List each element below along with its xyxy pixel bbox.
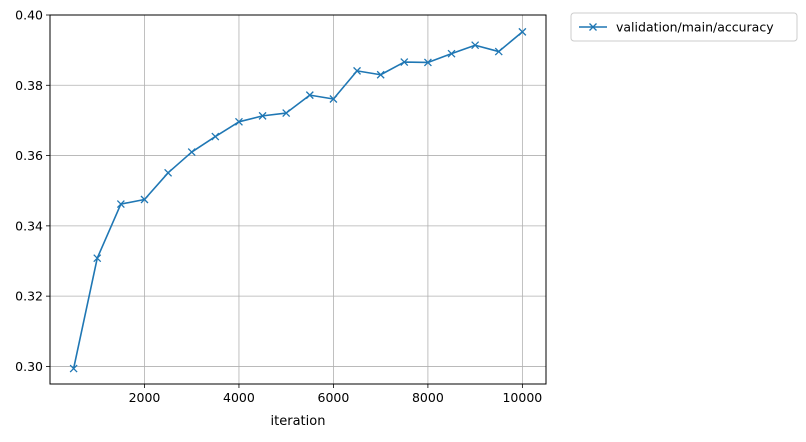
data-point-marker [234,117,243,126]
x-axis: 2000 4000 6000 8000 10000 [129,384,542,405]
data-point-marker [471,41,480,50]
data-point-marker [93,254,102,263]
data-point-marker [164,168,173,177]
data-point-marker [447,49,456,58]
data-point-marker [329,95,338,103]
y-tick-label: 0.32 [15,289,43,304]
data-point-marker [305,91,314,100]
data-point-marker [400,58,409,67]
series-line [72,31,523,369]
data-point-marker [282,109,291,118]
y-axis: 0.30 0.32 0.34 0.36 0.38 0.40 [15,8,50,374]
legend-marker [589,23,597,31]
x-tick-label: 8000 [412,390,444,405]
y-tick-label: 0.40 [15,8,43,23]
y-tick-label: 0.30 [15,359,43,374]
x-axis-label: iteration [271,414,326,429]
x-tick-label: 10000 [502,390,542,405]
data-point-marker [494,47,503,56]
data-point-marker [140,195,149,204]
data-point-marker [423,58,432,67]
y-tick-label: 0.38 [15,78,43,93]
data-point-marker [69,364,78,373]
x-tick-label: 6000 [318,390,350,405]
data-point-marker [187,148,196,157]
legend-box [570,12,798,42]
plot-area-frame [49,14,547,385]
data-point-marker [116,200,125,209]
y-tick-label: 0.34 [15,218,43,233]
data-point-marker [258,111,267,120]
data-point-marker [518,27,527,36]
data-point-marker [353,66,362,75]
legend-entry-label: validation/main/accuracy [616,20,774,35]
data-point-marker [211,132,220,141]
data-series [69,27,527,373]
legend: validation/main/accuracy [570,12,798,42]
data-point-marker [376,70,385,79]
x-tick-label: 2000 [129,390,161,405]
x-tick-label: 4000 [223,390,255,405]
y-tick-label: 0.36 [15,148,43,163]
